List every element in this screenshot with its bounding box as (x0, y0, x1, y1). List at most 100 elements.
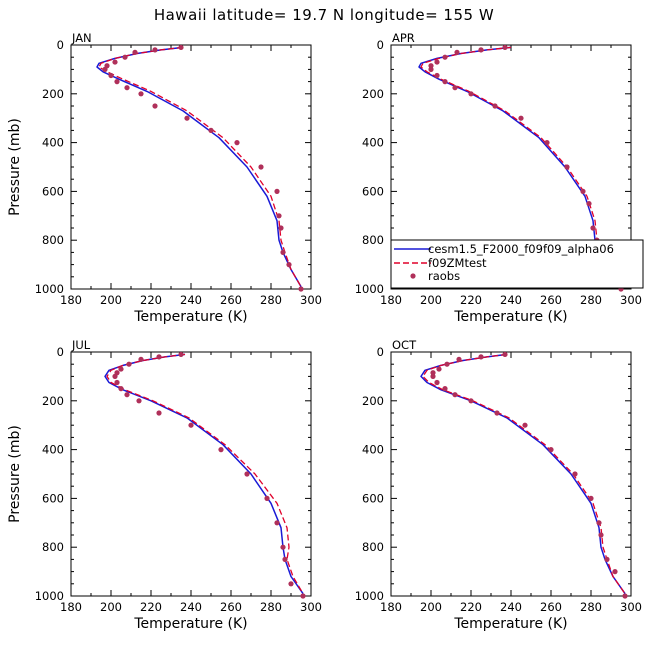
raobs-point (114, 379, 120, 386)
raobs-point (280, 249, 286, 255)
raobs-point (156, 354, 162, 360)
raobs-point (522, 422, 528, 428)
x-tick-label: 220 (460, 600, 482, 614)
x-tick-label: 280 (260, 293, 282, 307)
raobs-point (588, 495, 594, 501)
x-tick-label: 220 (460, 293, 482, 307)
y-tick-label: 400 (42, 443, 64, 457)
raobs-point (122, 54, 128, 60)
raobs-point (442, 54, 448, 60)
x-tick-label: 200 (420, 293, 442, 307)
legend-label: raobs (428, 269, 460, 283)
y-tick-label: 1000 (355, 282, 384, 296)
raobs-point (218, 447, 224, 453)
raobs-point (276, 213, 282, 219)
x-tick-label: 260 (540, 293, 562, 307)
panel-title: JAN (71, 31, 92, 45)
raobs-point (102, 66, 108, 72)
x-tick-label: 240 (500, 293, 522, 307)
raobs-point (136, 398, 142, 404)
x-tick-label: 300 (300, 600, 322, 614)
legend-marker (410, 273, 416, 279)
raobs-point (178, 44, 184, 51)
raobs-point (264, 495, 270, 501)
raobs-point (586, 201, 592, 207)
raobs-point (478, 47, 484, 53)
raobs-point (518, 115, 524, 121)
y-tick-label: 600 (362, 184, 384, 198)
raobs-point (590, 225, 596, 231)
x-axis-label: Temperature (K) (133, 309, 247, 325)
x-tick-label: 200 (100, 600, 122, 614)
x-tick-label: 180 (380, 600, 402, 614)
y-tick-label: 200 (42, 87, 64, 101)
raobs-point (580, 188, 586, 194)
y-tick-label: 600 (42, 184, 64, 198)
raobs-point (178, 351, 184, 358)
y-tick-label: 200 (362, 394, 384, 408)
f09zmtest-line (98, 46, 302, 287)
raobs-point (604, 556, 610, 563)
raobs-point (208, 127, 214, 133)
x-tick-label: 180 (60, 600, 82, 614)
raobs-point (286, 262, 292, 268)
panel-title: OCT (392, 338, 417, 352)
y-tick-label: 400 (362, 136, 384, 150)
legend-label: f09ZMtest (428, 256, 487, 270)
y-tick-label: 0 (57, 38, 64, 52)
cesm-line (96, 46, 302, 287)
raobs-point (430, 370, 436, 376)
raobs-point (300, 593, 306, 599)
raobs-point (572, 471, 578, 477)
raobs-point (468, 398, 474, 404)
panel-jan: 180 200 220 240 260 280 300 0 200 400 600 800 1000 JA… (7, 31, 322, 325)
x-tick-label: 180 (60, 293, 82, 307)
y-tick-label: 1000 (35, 589, 64, 603)
plot-frame (70, 351, 312, 597)
raobs-point (280, 544, 286, 550)
x-tick-label: 240 (180, 600, 202, 614)
raobs-point (468, 91, 474, 97)
raobs-point (152, 47, 158, 53)
raobs-point (152, 103, 158, 109)
raobs-point (494, 410, 500, 416)
raobs-point (456, 356, 462, 362)
x-axis-label: Temperature (K) (453, 309, 567, 325)
raobs-point (434, 72, 440, 79)
raobs-point (124, 85, 130, 91)
raobs-point (108, 72, 114, 79)
y-tick-label: 600 (362, 491, 384, 505)
legend-label: cesm1.5_F2000_f09f09_alpha06 (428, 242, 614, 256)
x-axis-label: Temperature (K) (453, 616, 567, 632)
y-tick-label: 200 (42, 394, 64, 408)
x-tick-label: 280 (260, 600, 282, 614)
x-tick-label: 220 (140, 600, 162, 614)
y-tick-label: 800 (362, 540, 384, 554)
x-tick-label: 280 (580, 293, 602, 307)
raobs-point (118, 386, 124, 392)
raobs-point (452, 392, 458, 398)
raobs-point (598, 532, 604, 538)
raobs-point (428, 63, 434, 69)
raobs-point (138, 91, 144, 97)
raobs-point (118, 366, 124, 372)
raobs-point (478, 354, 484, 360)
y-tick-label: 0 (377, 38, 384, 52)
raobs-point (112, 59, 118, 65)
y-axis-label: Pressure (mb) (7, 118, 23, 216)
raobs-point (298, 286, 304, 292)
x-tick-label: 180 (380, 293, 402, 307)
raobs-point (288, 581, 294, 587)
plot-frame (70, 44, 312, 290)
f09zmtest-line (106, 353, 304, 594)
raobs-point (454, 49, 460, 55)
raobs-point (564, 164, 570, 170)
raobs-point (428, 66, 434, 72)
raobs-point (596, 520, 602, 526)
x-tick-label: 260 (220, 293, 242, 307)
raobs-point (544, 140, 550, 146)
legend-box (390, 239, 644, 289)
raobs-point (452, 85, 458, 91)
y-tick-label: 800 (42, 233, 64, 247)
